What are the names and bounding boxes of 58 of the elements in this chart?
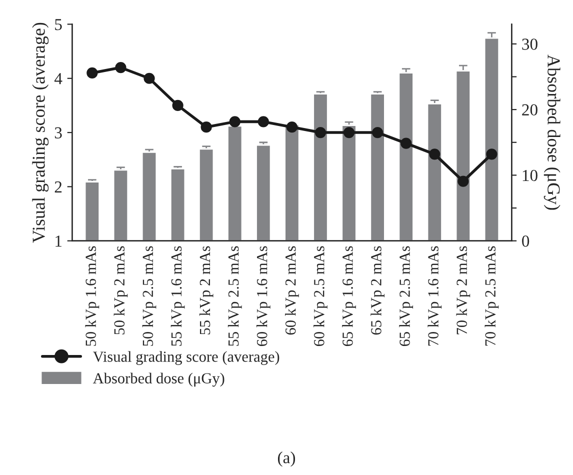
point [172, 100, 184, 112]
x-tick-label: 70 kVp 2 mAs [456, 246, 470, 334]
bar [455, 70, 472, 241]
x-tick-label: 55 kVp 2.5 mAs [228, 246, 242, 346]
y-tick-label: 4 [54, 73, 62, 84]
point [458, 176, 469, 187]
x-tick-label: 50 kVp 2 mAs [114, 246, 128, 334]
point [258, 116, 269, 128]
x-tick-label: 55 kVp 2 mAs [199, 246, 214, 334]
text: (a) [278, 452, 296, 467]
bar [256, 144, 272, 241]
y2-tick-label: 30 [522, 38, 538, 50]
bar [312, 93, 328, 241]
x-tick-label: 50 kVp 2.5 mAs [142, 246, 156, 346]
y-tick-label: 2 [54, 181, 62, 192]
x-tick-label: 65 kVp 1.6 mAs [342, 246, 356, 346]
y-tick-label: 5 [55, 19, 62, 30]
bar [341, 124, 357, 241]
point [200, 122, 212, 133]
bar [84, 181, 100, 241]
bar [198, 148, 214, 241]
point [86, 67, 98, 79]
y2-tick-label: 0 [522, 236, 530, 247]
y-axis-title: Visual grading score (average) [32, 22, 49, 243]
x-tick-label: 55 kVp 1.6 mAs [170, 246, 185, 346]
bar [227, 125, 243, 241]
point [314, 126, 326, 138]
x-tick-label: 60 kVp 2 mAs [285, 246, 299, 335]
y2-axis-title: Absorbed dose (μGy) [544, 54, 560, 210]
y2-tick-label: 20 [522, 104, 538, 116]
point [229, 116, 240, 128]
bar [398, 72, 414, 241]
legend-label: Absorbed dose (μGy) [92, 372, 224, 387]
x-tick-label: 70 kVp 1.6 mAs [428, 246, 442, 346]
point [286, 122, 298, 133]
point [486, 148, 498, 160]
x-tick-label: 60 kVp 2.5 mAs [314, 246, 328, 346]
bar [112, 169, 129, 241]
bar [370, 93, 386, 241]
bar [484, 37, 500, 241]
x-tick-label: 50 kVp 1.6 mAs [85, 246, 100, 346]
point [400, 138, 412, 149]
y-tick-label: 3 [54, 127, 62, 138]
y-tick-label: 1 [56, 236, 62, 247]
x-tick-label: 65 kVp 2 mAs [370, 246, 384, 335]
x-tick-label: 65 kVp 2.5 mAs [399, 246, 414, 346]
bar [284, 124, 300, 241]
point [372, 126, 384, 138]
bar [141, 152, 158, 241]
point [115, 62, 126, 74]
legend-label: Visual grading score (average) [92, 351, 280, 365]
y2-tick-label: 10 [522, 170, 538, 182]
bar [170, 168, 186, 241]
x-tick-label: 70 kVp 2.5 mAs [484, 246, 499, 346]
point [429, 148, 440, 160]
bar [426, 102, 442, 241]
x-tick-label: 60 kVp 1.6 mAs [256, 246, 270, 346]
point [144, 72, 155, 84]
